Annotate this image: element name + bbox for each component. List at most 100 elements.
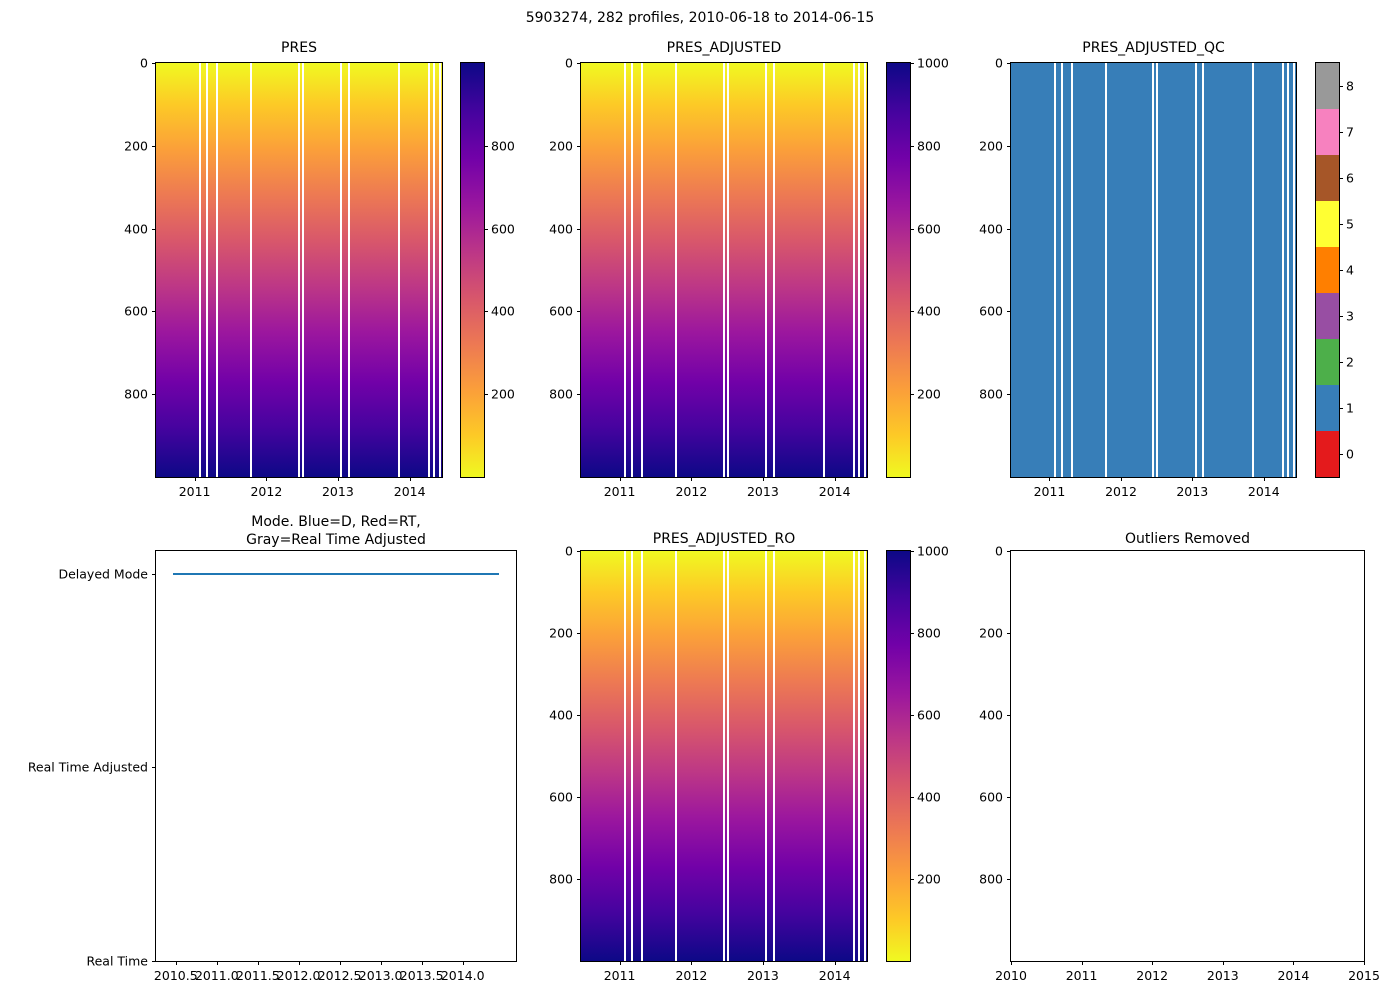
pres-y-axis: 0 200 400 600 800 bbox=[6, 56, 156, 477]
tick-mark bbox=[152, 228, 156, 230]
missing-profile-gap bbox=[1251, 63, 1254, 477]
tick-mark bbox=[339, 961, 341, 965]
tick-label: 2012 bbox=[1136, 968, 1169, 983]
tick-label: 2012 bbox=[250, 484, 283, 499]
tick-mark bbox=[1049, 477, 1051, 481]
tick-label: 2013.5 bbox=[399, 968, 444, 983]
tick-mark bbox=[834, 477, 836, 481]
qc-colorbar: 8 7 6 5 4 3 2 1 0 bbox=[1315, 62, 1354, 478]
tick-label: 2011 bbox=[1033, 484, 1066, 499]
tick-label: 200 bbox=[549, 138, 573, 154]
tick-label: 2011 bbox=[1065, 968, 1098, 983]
tick-mark bbox=[691, 961, 693, 965]
tick-label: 2010 bbox=[995, 968, 1027, 983]
tick-label: Real Time bbox=[86, 953, 148, 969]
tick-label: 400 bbox=[549, 221, 573, 237]
qc-colorbar-bands bbox=[1316, 63, 1339, 477]
tick-mark bbox=[577, 633, 581, 634]
tick-mark bbox=[910, 633, 914, 634]
tick-label: 400 bbox=[491, 303, 515, 319]
missing-profile-gap bbox=[1070, 63, 1073, 477]
tick-mark bbox=[1339, 178, 1343, 180]
missing-profile-gap bbox=[216, 63, 219, 477]
tick-label: 0 bbox=[995, 55, 1003, 71]
tick-label: 2014 bbox=[818, 968, 851, 983]
pres-colorbar-gradient bbox=[461, 63, 484, 477]
tick-label: 0 bbox=[565, 543, 573, 559]
tick-label: 4 bbox=[1346, 262, 1354, 278]
tick-mark bbox=[484, 394, 488, 396]
tick-label: 200 bbox=[979, 138, 1003, 154]
qc-color-band bbox=[1316, 385, 1339, 431]
tick-mark bbox=[1007, 879, 1011, 880]
missing-profile-gap bbox=[297, 63, 300, 477]
tick-label: 200 bbox=[549, 625, 573, 641]
tick-mark bbox=[1192, 477, 1194, 481]
tick-mark bbox=[1007, 145, 1011, 147]
tick-label: 1000 bbox=[917, 55, 949, 71]
tick-label: 800 bbox=[549, 871, 573, 887]
tick-mark bbox=[910, 551, 914, 552]
tick-mark bbox=[1007, 394, 1011, 396]
qc-color-band bbox=[1316, 293, 1339, 339]
missing-profile-gap bbox=[206, 63, 209, 477]
tick-label: 0 bbox=[1346, 446, 1354, 462]
tick-mark bbox=[762, 961, 764, 965]
missing-profile-gap bbox=[427, 63, 430, 477]
qc-color-band bbox=[1316, 247, 1339, 293]
tick-label: 800 bbox=[549, 386, 573, 402]
tick-label: 200 bbox=[124, 138, 148, 154]
missing-profile-gap bbox=[858, 551, 861, 961]
tick-mark bbox=[577, 715, 581, 716]
outliers-y-axis: 0 200 400 600 800 bbox=[861, 544, 1011, 961]
missing-profile-gap bbox=[340, 63, 343, 477]
missing-profile-gap bbox=[641, 551, 644, 961]
outliers-x-axis: 2010 2011 2012 2013 2014 2015 bbox=[995, 961, 1380, 987]
pres-adjusted-title: PRES_ADJUSTED bbox=[666, 40, 782, 56]
qc-color-band bbox=[1316, 339, 1339, 385]
missing-profile-gap bbox=[822, 63, 825, 477]
tick-mark bbox=[1339, 315, 1343, 317]
mode-x-axis: 2010.5 2011.0 2011.5 2012.0 2012.5 2013.0 2013… bbox=[154, 961, 516, 987]
qc-color-band bbox=[1316, 155, 1339, 201]
tick-label: 2012 bbox=[675, 968, 708, 983]
missing-profile-gap bbox=[852, 551, 855, 961]
tick-label: 2012 bbox=[675, 484, 708, 499]
missing-profile-gap bbox=[1281, 63, 1284, 477]
pres-adjusted-ro-y-axis: 0 200 400 600 800 bbox=[431, 544, 581, 961]
missing-profile-gap bbox=[397, 63, 400, 477]
missing-profile-gap bbox=[439, 63, 442, 477]
tick-label: 400 bbox=[979, 707, 1003, 723]
pres-adjusted-ro-heatmap bbox=[581, 551, 867, 961]
tick-mark bbox=[337, 477, 339, 481]
tick-mark bbox=[762, 477, 764, 481]
tick-label: 2014.0 bbox=[440, 968, 485, 983]
tick-label: 2012.0 bbox=[276, 968, 321, 983]
tick-mark bbox=[1011, 961, 1012, 965]
missing-profile-gap bbox=[623, 63, 626, 477]
figure-suptitle: 5903274, 282 profiles, 2010-06-18 to 201… bbox=[525, 10, 875, 26]
missing-profile-gap bbox=[1156, 63, 1159, 477]
missing-profile-gap bbox=[631, 551, 634, 961]
tick-label: 800 bbox=[917, 138, 941, 154]
tick-mark bbox=[152, 311, 156, 313]
pres-adjusted-qc-axes: 0 200 400 600 800 2011 2012 2013 2014 bbox=[979, 56, 1297, 499]
pres-adjusted-qc-heatmap bbox=[1011, 63, 1296, 477]
tick-label: 200 bbox=[917, 386, 941, 402]
pres-adjusted-ro-colorbar-gradient bbox=[887, 551, 910, 961]
tick-label: 2011 bbox=[603, 968, 636, 983]
mode-title: Mode. Blue=D, Red=RT, Gray=Real Time Adj… bbox=[246, 514, 426, 548]
pres-colorbar-ticks: 800 600 400 200 bbox=[484, 63, 534, 477]
tick-label: 5 bbox=[1346, 216, 1354, 232]
tick-mark bbox=[577, 311, 581, 313]
tick-label: 600 bbox=[124, 303, 148, 319]
tick-mark bbox=[577, 879, 581, 880]
pres-adjusted-y-axis: 0 200 400 600 800 bbox=[431, 56, 581, 477]
missing-profile-gap bbox=[675, 63, 678, 477]
tick-mark bbox=[152, 767, 156, 769]
tick-mark bbox=[577, 797, 581, 798]
tick-mark bbox=[266, 477, 268, 481]
tick-label: 600 bbox=[549, 303, 573, 319]
tick-mark bbox=[409, 477, 411, 481]
tick-mark bbox=[1339, 132, 1343, 134]
